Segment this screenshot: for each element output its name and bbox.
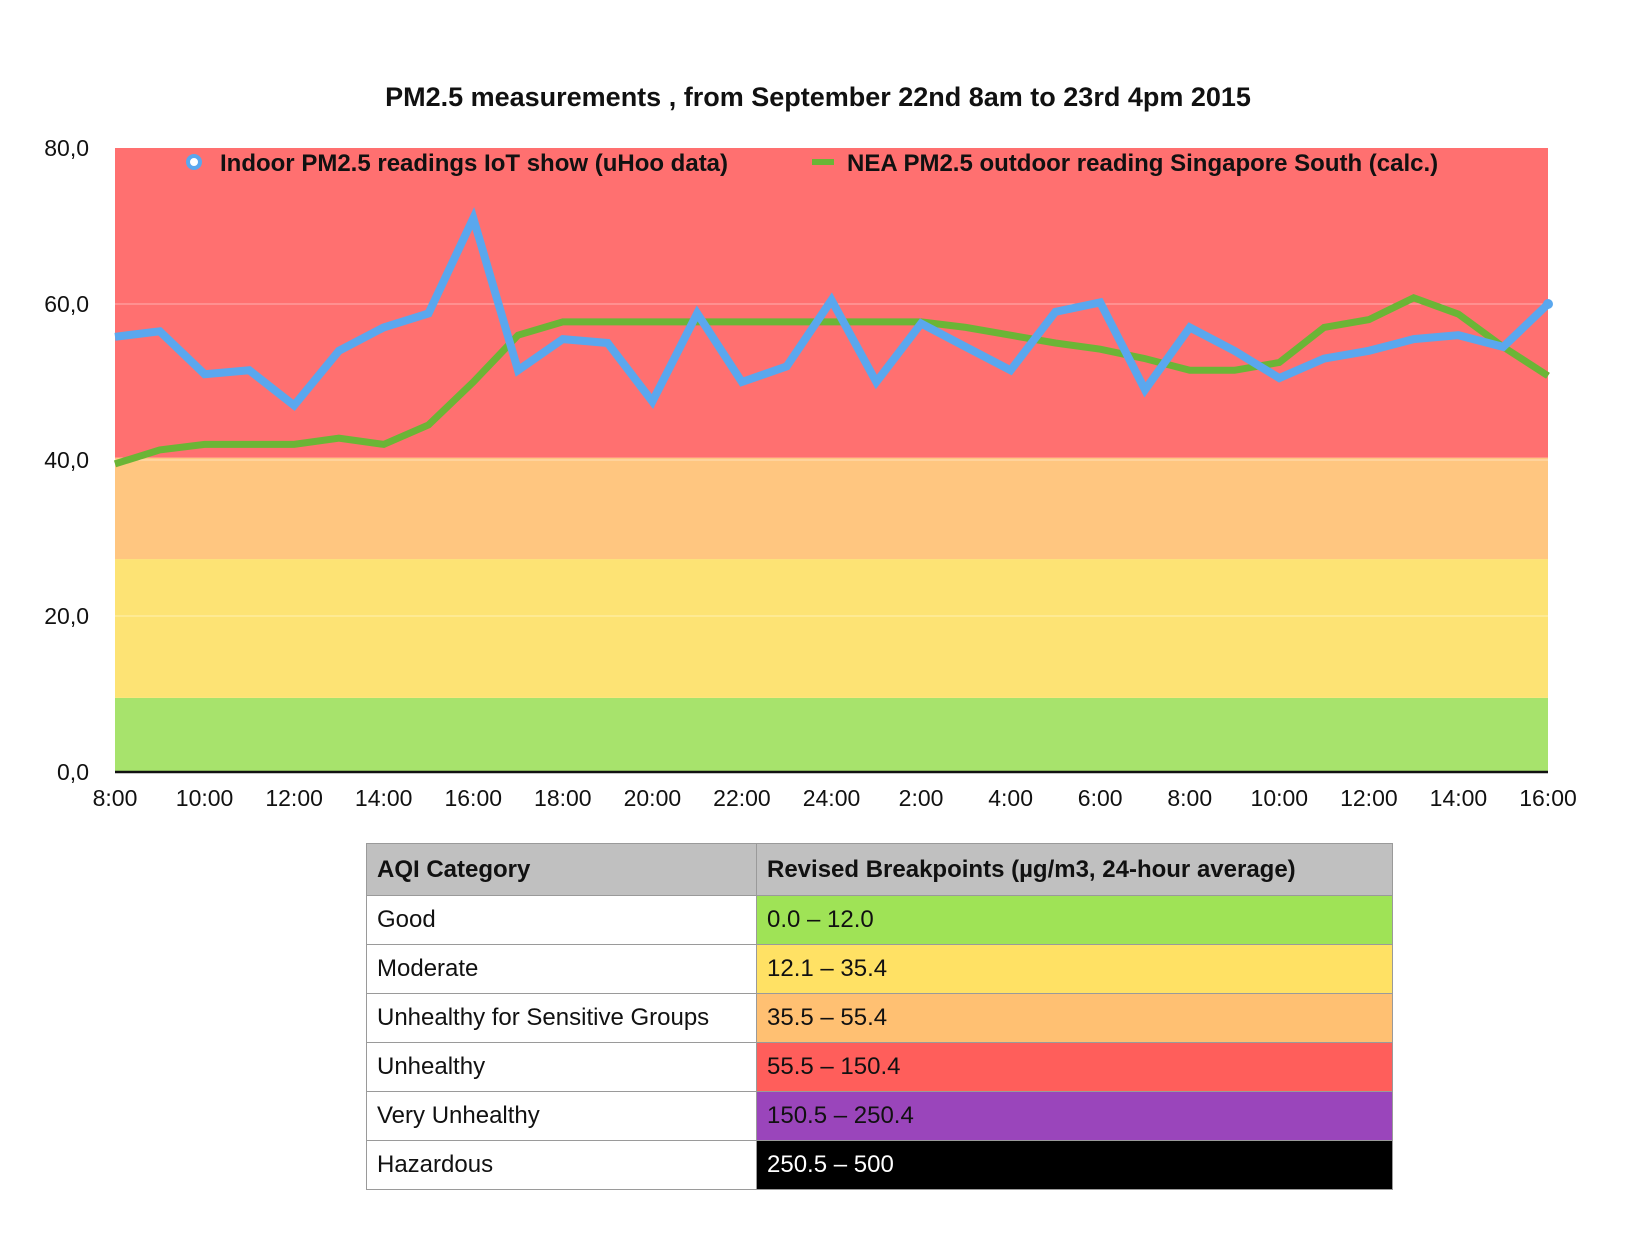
x-tick-label: 22:00 — [713, 785, 771, 811]
aqi-band-2 — [115, 457, 1548, 560]
table-row: Unhealthy 55.5 – 150.4 — [366, 1042, 1393, 1092]
aqi-range-cell: 35.5 – 55.4 — [756, 993, 1393, 1043]
x-tick-label: 14:00 — [1430, 785, 1488, 811]
axes: 0,0 20,0 40,0 60,0 80,0 8:00 10:00 12:00 14:00 16… — [44, 135, 1577, 811]
x-tick-label: 4:00 — [988, 785, 1033, 811]
column-header-breakpoints: Revised Breakpoints (µg/m3, 24-hour aver… — [756, 843, 1393, 896]
aqi-category-cell: Good — [366, 895, 757, 945]
y-tick-label: 0,0 — [57, 759, 89, 785]
x-tick-label: 12:00 — [265, 785, 323, 811]
y-tick-label: 40,0 — [44, 447, 89, 473]
table-row: Unhealthy for Sensitive Groups 35.5 – 55.… — [366, 993, 1393, 1043]
aqi-range-cell: 55.5 – 150.4 — [756, 1042, 1393, 1092]
legend: Indoor PM2.5 readings IoT show (uHoo dat… — [186, 150, 1438, 177]
chart-title: PM2.5 measurements , from September 22nd… — [385, 82, 1251, 112]
x-tick-label: 18:00 — [534, 785, 592, 811]
legend-marker-indoor — [186, 154, 202, 170]
aqi-range-cell: 0.0 – 12.0 — [756, 895, 1393, 945]
aqi-background-bands — [115, 148, 1548, 772]
column-header-category: AQI Category — [366, 843, 757, 896]
x-tick-label: 8:00 — [1167, 785, 1212, 811]
table-row: Moderate 12.1 – 35.4 — [366, 944, 1393, 994]
aqi-category-cell: Very Unhealthy — [366, 1091, 757, 1141]
y-tick-label: 20,0 — [44, 603, 89, 629]
outdoor-series-line — [113, 294, 1550, 468]
table-row: Very Unhealthy 150.5 – 250.4 — [366, 1091, 1393, 1141]
y-tick-label: 80,0 — [44, 135, 89, 161]
x-tick-label: 12:00 — [1340, 785, 1398, 811]
indoor-series-end-point — [1543, 299, 1553, 309]
x-tick-label: 2:00 — [899, 785, 944, 811]
x-tick-label: 20:00 — [624, 785, 682, 811]
legend-label-indoor: Indoor PM2.5 readings IoT show (uHoo dat… — [220, 150, 728, 177]
x-tick-label: 16:00 — [444, 785, 502, 811]
aqi-category-cell: Moderate — [366, 944, 757, 994]
aqi-category-cell: Unhealthy — [366, 1042, 757, 1092]
x-tick-label: 10:00 — [176, 785, 234, 811]
table-header-row: AQI Category Revised Breakpoints (µg/m3,… — [366, 843, 1393, 896]
aqi-breakpoints-table: AQI Category Revised Breakpoints (µg/m3,… — [366, 843, 1393, 1190]
series-lines — [113, 206, 1553, 468]
aqi-category-cell: Hazardous — [366, 1140, 757, 1190]
aqi-range-cell: 12.1 – 35.4 — [756, 944, 1393, 994]
aqi-range-cell: 250.5 – 500 — [756, 1140, 1393, 1190]
legend-item-outdoor[interactable]: NEA PM2.5 outdoor reading Singapore Sout… — [812, 150, 1438, 177]
x-tick-label: 16:00 — [1519, 785, 1577, 811]
legend-item-indoor[interactable]: Indoor PM2.5 readings IoT show (uHoo dat… — [186, 150, 728, 177]
x-tick-label: 14:00 — [355, 785, 413, 811]
aqi-category-cell: Unhealthy for Sensitive Groups — [366, 993, 757, 1043]
aqi-band-0 — [115, 697, 1548, 772]
table-row: Good 0.0 – 12.0 — [366, 895, 1393, 945]
x-tick-label: 8:00 — [93, 785, 138, 811]
x-tick-label: 10:00 — [1251, 785, 1309, 811]
legend-label-outdoor: NEA PM2.5 outdoor reading Singapore Sout… — [847, 150, 1438, 177]
x-tick-label: 6:00 — [1078, 785, 1123, 811]
x-tick-label: 24:00 — [803, 785, 861, 811]
y-tick-label: 60,0 — [44, 291, 89, 317]
aqi-range-cell: 150.5 – 250.4 — [756, 1091, 1393, 1141]
table-row: Hazardous 250.5 – 500 — [366, 1140, 1393, 1190]
pm25-line-chart: PM2.5 measurements , from September 22nd… — [44, 82, 1577, 811]
aqi-band-1 — [115, 559, 1548, 698]
indoor-series-line — [114, 206, 1551, 411]
